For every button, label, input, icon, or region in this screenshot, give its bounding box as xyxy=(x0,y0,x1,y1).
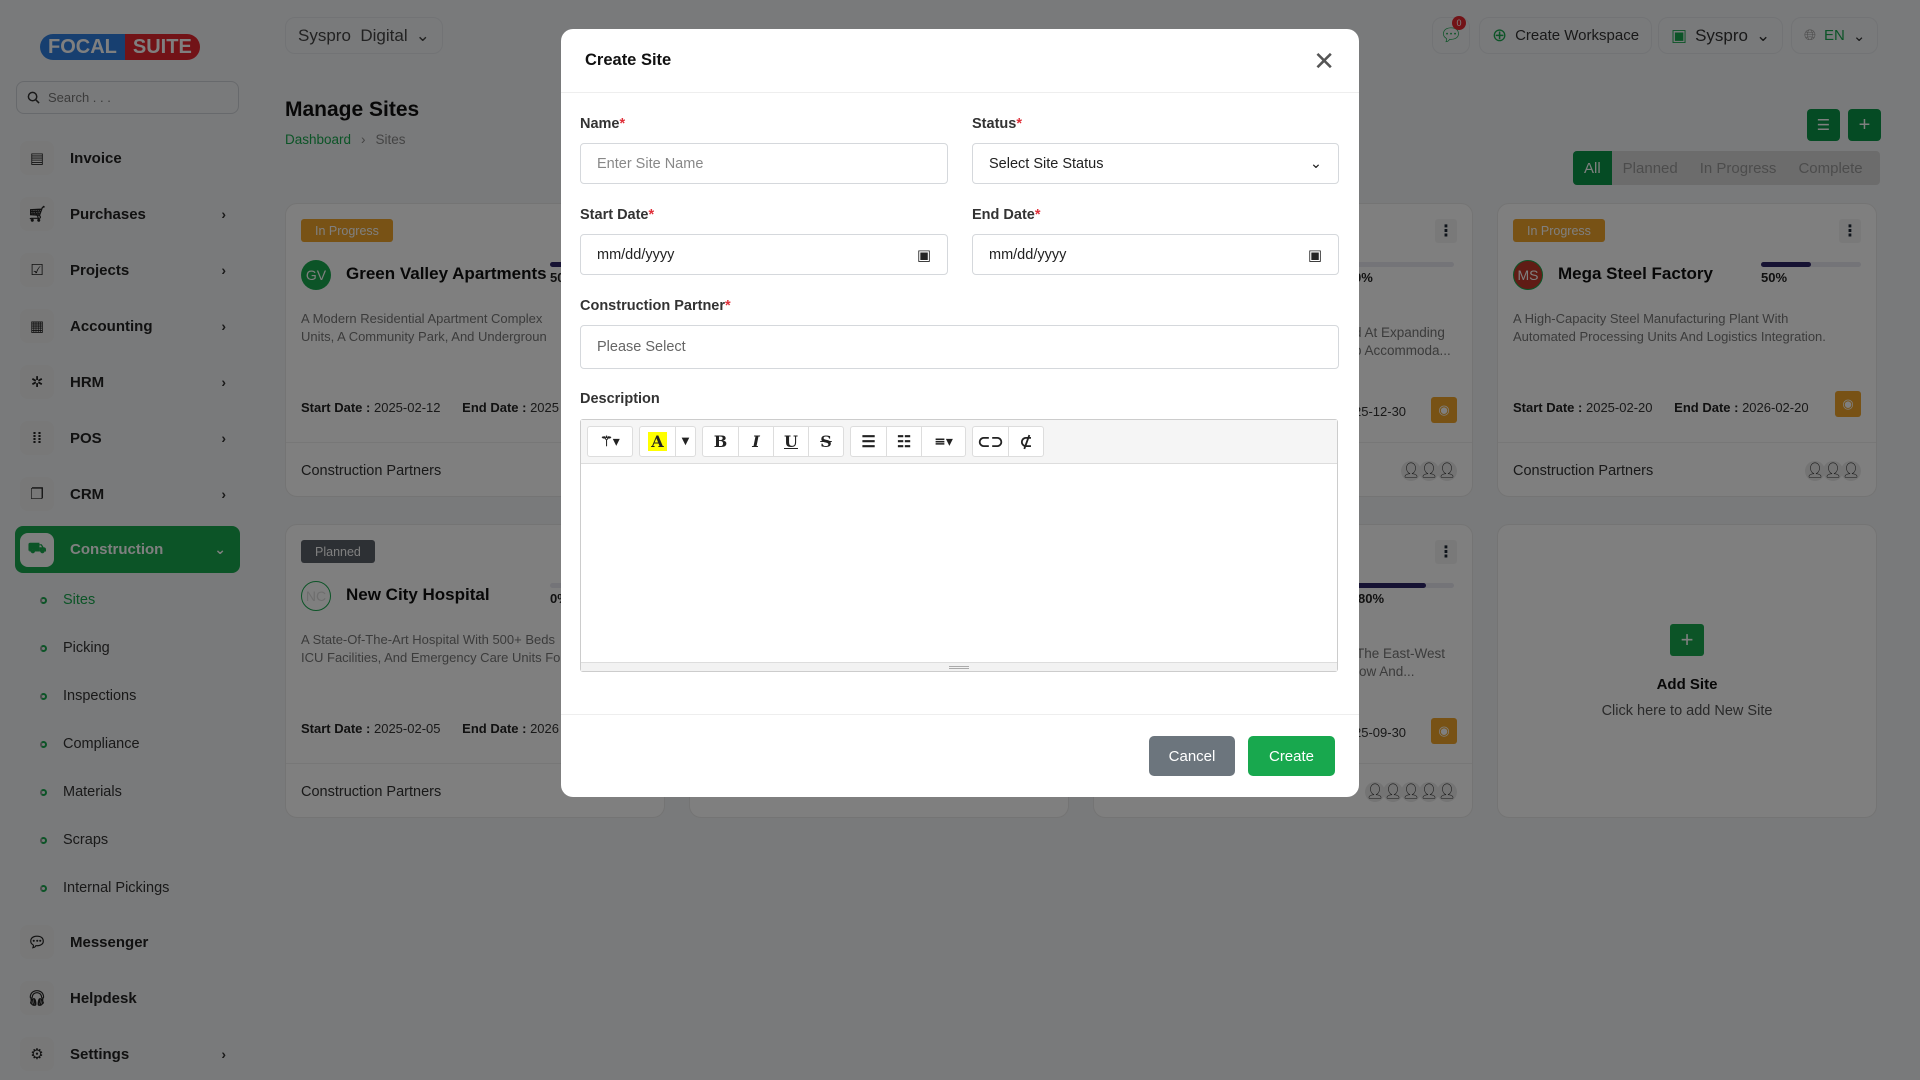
placeholder: mm/dd/yyyy xyxy=(597,246,675,263)
placeholder: Please Select xyxy=(597,339,686,355)
underline-icon[interactable]: U xyxy=(773,427,808,456)
calendar-icon[interactable]: ▣ xyxy=(1307,246,1322,264)
required-mark: * xyxy=(619,116,626,132)
cancel-button[interactable]: Cancel xyxy=(1149,736,1235,776)
description-label: Description xyxy=(580,391,660,407)
strikethrough-icon[interactable]: S xyxy=(808,427,843,456)
required-mark: * xyxy=(725,298,731,314)
unlink-icon[interactable]: ⊄ xyxy=(1008,427,1043,456)
start-date-label: Start Date* xyxy=(580,207,654,223)
label-text: Status xyxy=(972,116,1017,132)
site-name-input[interactable]: Enter Site Name xyxy=(580,143,948,184)
required-mark: * xyxy=(648,207,655,223)
italic-icon[interactable]: I xyxy=(738,427,773,456)
label-text: Construction Partner xyxy=(580,298,726,314)
caret-down-icon[interactable]: ▼ xyxy=(675,427,695,456)
name-label: Name* xyxy=(580,116,625,132)
selected-value: Select Site Status xyxy=(989,155,1104,172)
placeholder: Enter Site Name xyxy=(597,155,704,172)
required-mark: * xyxy=(1016,116,1022,132)
construction-partner-label: Construction Partner* xyxy=(580,298,731,314)
status-select[interactable]: Select Site Status ⌄ xyxy=(972,143,1339,184)
numbered-list-icon[interactable]: ☷ xyxy=(886,427,921,456)
text-color-icon[interactable]: A xyxy=(640,427,675,456)
label-text: End Date xyxy=(972,207,1035,223)
create-site-modal: Create Site ✕ Name* Enter Site Name Statu… xyxy=(561,29,1359,797)
create-button[interactable]: Create xyxy=(1248,736,1335,776)
start-date-input[interactable]: mm/dd/yyyy ▣ xyxy=(580,234,948,275)
status-label: Status* xyxy=(972,116,1022,132)
label-text: Start Date xyxy=(580,207,649,223)
modal-header: Create Site ✕ xyxy=(561,29,1359,93)
magic-style-icon[interactable]: ⚚▾ xyxy=(600,433,620,450)
label-text: Name xyxy=(580,116,620,132)
placeholder: mm/dd/yyyy xyxy=(989,246,1067,263)
chevron-down-icon: ⌄ xyxy=(1309,155,1322,172)
modal-title: Create Site xyxy=(585,51,672,69)
end-date-label: End Date* xyxy=(972,207,1041,223)
bullet-list-icon[interactable]: ☰ xyxy=(861,432,876,451)
calendar-icon[interactable]: ▣ xyxy=(916,246,931,264)
bold-icon[interactable]: B xyxy=(713,432,728,451)
close-icon[interactable]: ✕ xyxy=(1313,45,1335,76)
align-icon[interactable]: ≡▾ xyxy=(921,427,965,456)
editor-resize-handle[interactable] xyxy=(581,662,1337,671)
required-mark: * xyxy=(1034,207,1041,223)
link-icon[interactable]: ⊂⊃ xyxy=(977,432,1004,451)
end-date-input[interactable]: mm/dd/yyyy ▣ xyxy=(972,234,1339,275)
construction-partner-select[interactable]: Please Select xyxy=(580,325,1339,369)
modal-footer-divider xyxy=(561,714,1359,715)
